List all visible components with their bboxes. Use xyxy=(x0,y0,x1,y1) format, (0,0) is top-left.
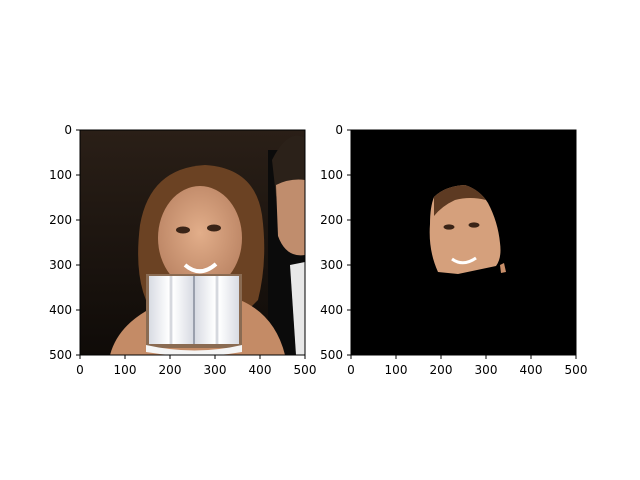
left-y-tick-label: 500 xyxy=(49,348,72,362)
masked-right-eye xyxy=(468,222,480,228)
right-x-tick-label: 200 xyxy=(430,363,453,377)
right-y-tick-label: 200 xyxy=(320,213,343,227)
left-y-tick-label: 200 xyxy=(49,213,72,227)
right-x-tick-label: 400 xyxy=(520,363,543,377)
left-x-tick-label: 500 xyxy=(294,363,317,377)
right-x-tick-label: 300 xyxy=(475,363,498,377)
right-eye xyxy=(207,224,221,232)
right-axes-ticks: 0 100 200 300 400 500 0 100 200 300 400 500 xyxy=(320,123,587,377)
right-x-tick-label: 100 xyxy=(385,363,408,377)
face xyxy=(158,186,242,290)
right-x-tick-label: 0 xyxy=(347,363,355,377)
left-axes-ticks: 0 100 200 300 400 500 0 100 200 300 400 500 xyxy=(49,123,316,377)
book-overlay xyxy=(146,274,242,355)
left-eye xyxy=(176,226,190,234)
left-x-tick-label: 300 xyxy=(204,363,227,377)
left-y-tick-label: 400 xyxy=(49,303,72,317)
right-y-tick-label: 0 xyxy=(335,123,343,137)
right-panel-image xyxy=(351,130,576,355)
left-x-tick-label: 100 xyxy=(114,363,137,377)
left-panel-image xyxy=(80,130,305,355)
masked-smile xyxy=(451,256,477,265)
left-y-tick-label: 100 xyxy=(49,168,72,182)
left-x-tick-label: 0 xyxy=(76,363,84,377)
right-axes-frame xyxy=(350,129,577,356)
masked-hair xyxy=(434,185,486,216)
man-figure xyxy=(268,135,305,355)
left-x-tick-label: 400 xyxy=(249,363,272,377)
left-y-tick-label: 0 xyxy=(64,123,72,137)
right-x-tick-label: 500 xyxy=(565,363,588,377)
left-axes-frame xyxy=(79,129,306,356)
left-y-tick-label: 300 xyxy=(49,258,72,272)
right-y-tick-label: 400 xyxy=(320,303,343,317)
masked-face xyxy=(429,185,501,274)
left-x-tick-label: 200 xyxy=(159,363,182,377)
right-y-tick-label: 300 xyxy=(320,258,343,272)
right-y-tick-label: 500 xyxy=(320,348,343,362)
right-y-tick-label: 100 xyxy=(320,168,343,182)
masked-left-eye xyxy=(443,224,455,230)
smile xyxy=(183,262,218,274)
masked-fragment xyxy=(500,263,506,273)
